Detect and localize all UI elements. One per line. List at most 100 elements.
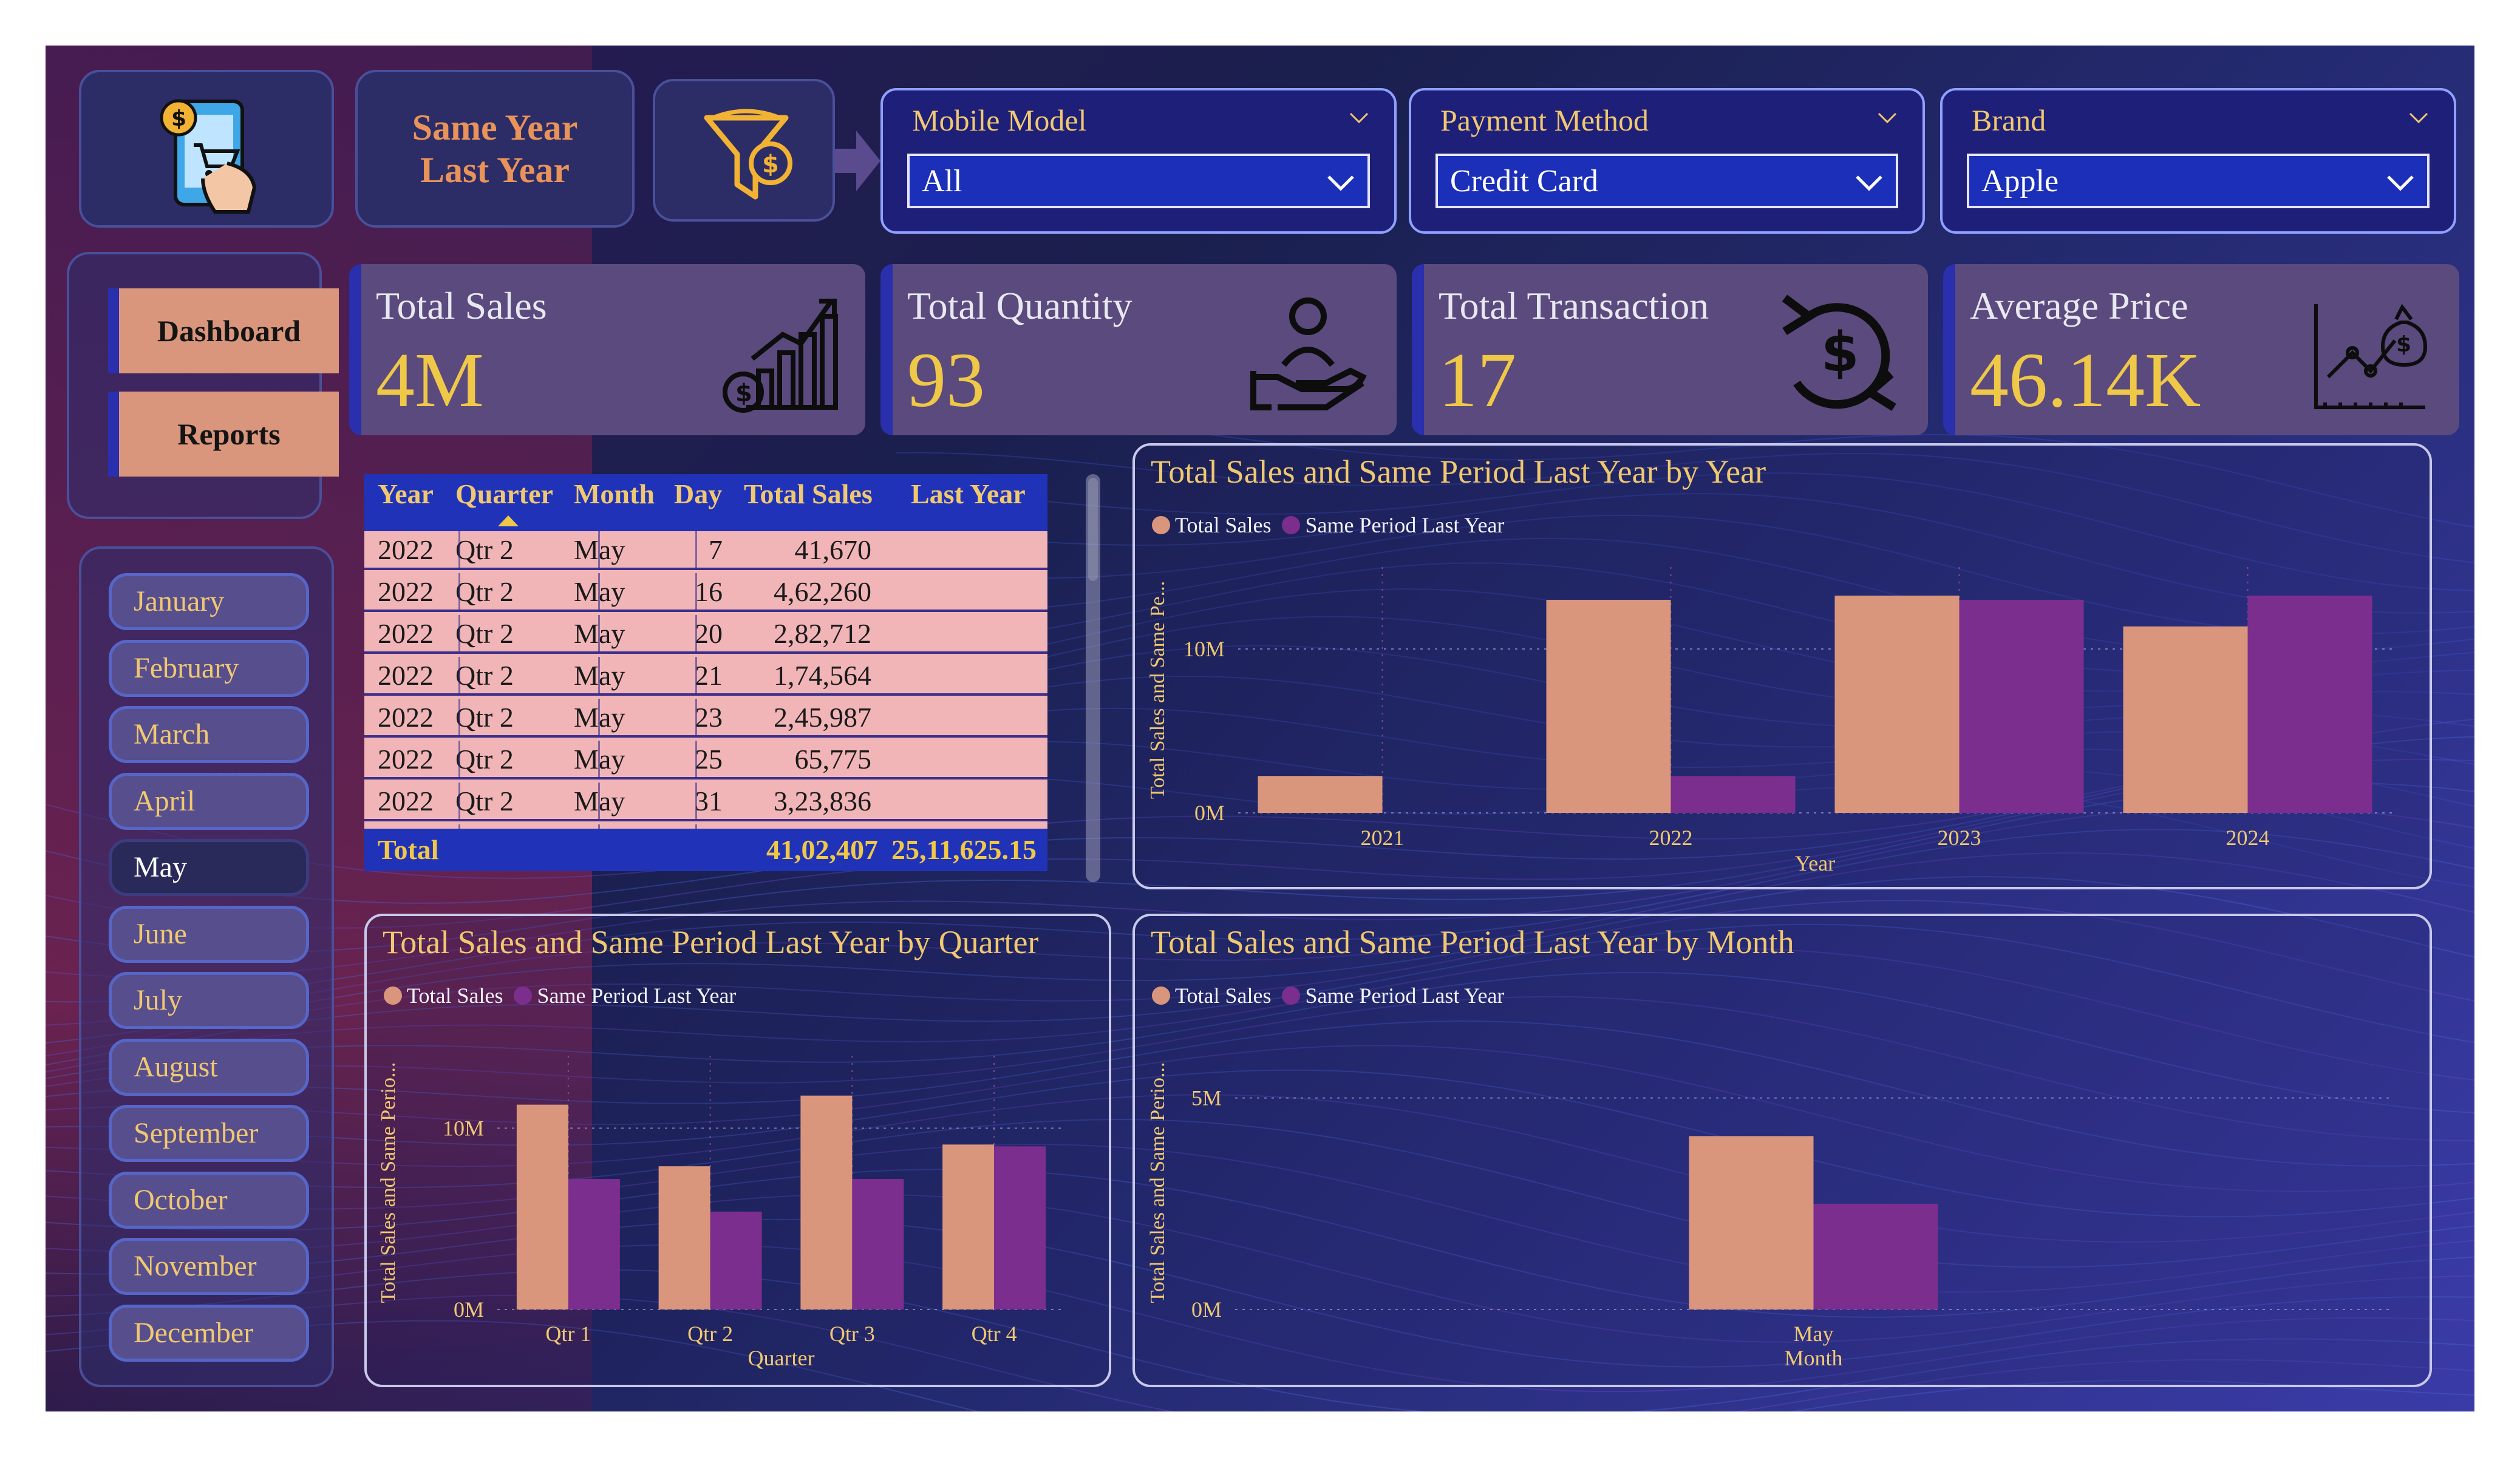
table-row[interactable]: 2022 Qtr 2 May 20 2,82,712 [364, 615, 1047, 654]
col-header-total-sales[interactable]: Total Sales [744, 478, 873, 509]
month-item-april[interactable]: April [109, 772, 309, 830]
legend-same-period[interactable]: Same Period Last Year [1305, 983, 1505, 1008]
table-total-row: Total 41,02,407 25,11,625.15 [364, 829, 1047, 871]
column-divider [598, 615, 600, 654]
table-row[interactable]: 2022 Qtr 2 May 21 1,74,564 [364, 657, 1047, 696]
table-scrollbar[interactable] [1086, 474, 1100, 882]
bar-chart-svg: 0M 10M 2021 2022 2023 2024 Year Total Sales and… [1146, 567, 2392, 875]
dashboard-canvas: $ Same Year Last Year $ Mobile Model All… [46, 46, 2474, 1411]
brand-dropdown[interactable]: Apple [1967, 154, 2430, 208]
total-last-year-value: 25,11,625.15 [891, 834, 1037, 865]
column-divider [695, 573, 697, 612]
mesh-line [46, 996, 2474, 1141]
reports-button[interactable]: Reports [108, 392, 339, 477]
mobile-model-value: All [922, 164, 962, 199]
month-item-february[interactable]: February [109, 639, 309, 697]
x-axis-title: Month [1784, 1346, 1842, 1370]
brand-value: Apple [1981, 164, 2059, 199]
scrollbar-thumb[interactable] [1088, 478, 1098, 581]
legend-total-sales[interactable]: Total Sales [1175, 513, 1272, 537]
kpi-title: Average Price [1970, 284, 2188, 327]
sort-ascending-icon[interactable] [498, 515, 519, 526]
y-tick-label: 10M [443, 1116, 484, 1140]
month-item-may[interactable]: May [109, 839, 309, 896]
column-divider [695, 615, 697, 654]
filter-tile[interactable]: $ [653, 79, 835, 222]
column-divider [458, 531, 460, 570]
legend-same-period[interactable]: Same Period Last Year [1305, 513, 1505, 537]
table-row[interactable]: 2022 Qtr 2 May 25 65,775 [364, 741, 1047, 779]
month-item-july[interactable]: July [109, 972, 309, 1029]
table-row[interactable]: 2022 Qtr 2 May 31 3,23,836 [364, 783, 1047, 821]
month-item-december[interactable]: December [109, 1304, 309, 1362]
col-header-quarter[interactable]: Quarter [455, 478, 553, 509]
dashboard-button[interactable]: Dashboard [108, 288, 339, 373]
column-divider [598, 573, 600, 612]
table-cell: Qtr 2 [455, 786, 514, 817]
column-divider [458, 699, 460, 738]
table-cell: 2022 [378, 744, 434, 775]
payment-method-dropdown[interactable]: Credit Card [1435, 154, 1898, 208]
chart-legend: Total Sales Same Period Last Year [384, 983, 736, 1008]
table-row[interactable]: 2022 Qtr 2 May 23 2,45,987 [364, 699, 1047, 738]
legend-same-period[interactable]: Same Period Last Year [537, 983, 737, 1008]
mobile-model-dropdown[interactable]: All [907, 154, 1370, 208]
col-header-last-year[interactable]: Last Year [911, 478, 1026, 509]
bar-total-sales-2023 [1834, 596, 1960, 813]
table-row[interactable]: 2022 Qtr 2 May 7 41,670 [364, 531, 1047, 570]
payment-method-slicer[interactable]: Payment Method Credit Card [1409, 88, 1925, 234]
chart-by-quarter: Total Sales and Same Period Last Year by… [364, 914, 1111, 1387]
chevron-down-icon[interactable] [2408, 107, 2430, 129]
table-cell: 25 [695, 744, 723, 775]
svg-text:$: $ [1821, 321, 1859, 384]
chevron-down-icon[interactable] [2385, 167, 2416, 199]
col-header-year[interactable]: Year [378, 478, 434, 509]
arrow-right-icon [835, 131, 880, 191]
col-header-day[interactable]: Day [674, 478, 723, 509]
chevron-down-icon[interactable] [1853, 167, 1885, 199]
mesh-line [46, 972, 2474, 1114]
table-cell: 2022 [378, 576, 434, 607]
kpi-title: Total Quantity [907, 284, 1132, 327]
col-header-month[interactable]: Month [574, 478, 655, 509]
legend-dot-same-period [1282, 516, 1301, 534]
table-cell: 3,23,836 [774, 786, 871, 817]
legend-total-sales[interactable]: Total Sales [407, 983, 503, 1008]
bar-total-sales-qtr-2 [658, 1166, 710, 1309]
kpi-title: Total Sales [376, 284, 547, 327]
month-item-march[interactable]: March [109, 706, 309, 763]
month-item-september[interactable]: September [109, 1105, 309, 1162]
table-cell: 2023 [378, 827, 434, 829]
chevron-down-icon[interactable] [1876, 107, 1898, 129]
hand-person-icon [1250, 297, 1367, 410]
table-cell: 2022 [378, 618, 434, 649]
mesh-line [46, 1169, 2474, 1318]
table-row[interactable]: 2022 Qtr 2 May 16 4,62,260 [364, 573, 1047, 612]
chart-by-year: Total Sales and Same Period Last Year by… [1132, 443, 2432, 889]
table-cell: Qtr 2 [455, 576, 514, 607]
month-item-june[interactable]: June [109, 905, 309, 963]
month-item-january[interactable]: January [109, 573, 309, 630]
kpi-value: 4M [376, 337, 484, 423]
legend-total-sales[interactable]: Total Sales [1175, 983, 1272, 1008]
same-year-last-year-button[interactable]: Same Year Last Year [355, 70, 635, 228]
table-cell: Qtr 2 [455, 702, 514, 733]
column-divider [598, 699, 600, 738]
x-tick-label: Qtr 2 [687, 1322, 733, 1346]
money-bag-chart-icon: $ [2314, 304, 2428, 409]
mesh-line [46, 1218, 2474, 1368]
chevron-down-icon[interactable] [1348, 107, 1370, 129]
table-row[interactable]: 2023Qtr 2May62,87,521 [364, 824, 1047, 829]
month-item-november[interactable]: November [109, 1238, 309, 1295]
mobile-shopping-icon: $ [160, 99, 257, 214]
x-tick-label: Qtr 4 [972, 1322, 1017, 1346]
brand-slicer[interactable]: Brand Apple [1940, 88, 2456, 234]
chevron-down-icon[interactable] [1325, 167, 1357, 199]
table-cell: 31 [695, 786, 723, 817]
month-item-august[interactable]: August [109, 1038, 309, 1096]
month-item-october[interactable]: October [109, 1171, 309, 1229]
mesh-line [46, 923, 2474, 1066]
mesh-line [46, 1020, 2474, 1167]
mobile-model-slicer[interactable]: Mobile Model All [880, 88, 1397, 234]
